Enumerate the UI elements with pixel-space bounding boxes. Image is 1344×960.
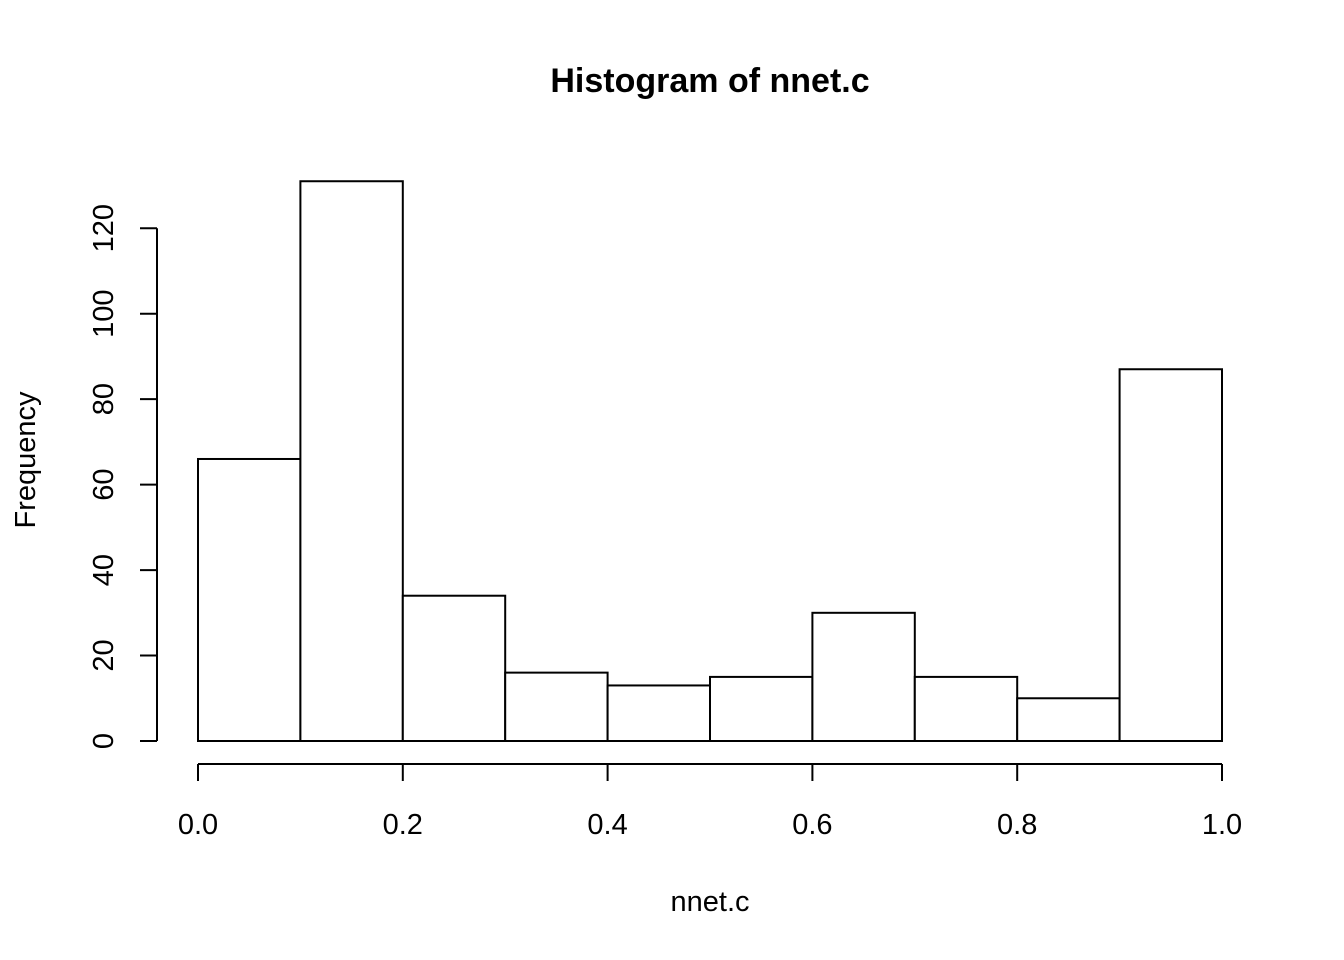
x-tick-label: 0.4 <box>587 809 627 841</box>
histogram-bar-4 <box>606 684 711 742</box>
y-tick-label: 40 <box>88 554 120 586</box>
x-axis: 0.0 0.2 0.4 0.6 0.8 1.0 <box>178 763 1242 841</box>
x-tick-label: 0.0 <box>178 809 218 841</box>
histogram-bar-3 <box>504 671 609 743</box>
histogram-bar-1 <box>299 180 404 742</box>
x-tick-label: 0.8 <box>997 809 1037 841</box>
x-axis-title: nnet.c <box>671 886 750 918</box>
histogram-bar-5 <box>709 675 814 743</box>
histogram-bar-7 <box>913 675 1019 743</box>
x-tick-label: 0.6 <box>792 809 832 841</box>
y-tick-label: 100 <box>88 290 120 338</box>
histogram-bar-6 <box>811 611 916 742</box>
chart-title: Histogram of nnet.c <box>550 62 869 100</box>
histogram-bar-0 <box>197 457 302 742</box>
y-tick-label: 80 <box>88 383 120 415</box>
y-tick-label: 0 <box>88 733 120 749</box>
x-tick-label: 1.0 <box>1202 809 1242 841</box>
x-tick-label: 0.2 <box>383 809 423 841</box>
histogram-bar-2 <box>401 594 507 743</box>
y-tick-label: 20 <box>88 639 120 671</box>
y-tick-label: 60 <box>88 468 120 500</box>
histogram-bar-8 <box>1016 697 1121 743</box>
histogram-bar-9 <box>1118 368 1223 742</box>
y-axis: 0 20 40 60 80 100 120 <box>88 204 158 749</box>
y-tick-label: 120 <box>88 204 120 252</box>
histogram-bars <box>197 180 1223 743</box>
y-axis-title: Frequency <box>10 391 42 529</box>
